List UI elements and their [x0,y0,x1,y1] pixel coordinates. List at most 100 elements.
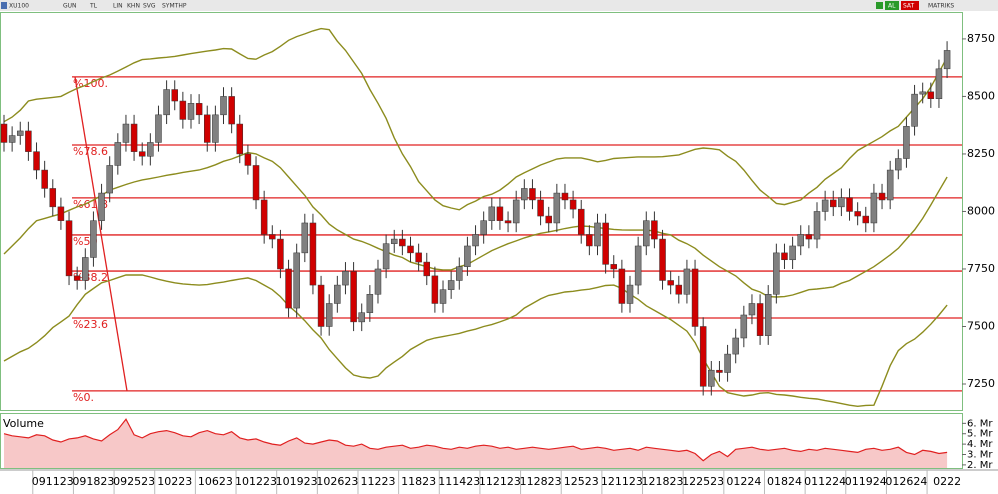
symbol[interactable]: XU100 [9,3,29,10]
x-tick-label: 011924 [845,475,887,488]
candle-body [919,91,926,95]
volume-label: Volume [3,417,44,430]
bollinger-upper [3,27,948,211]
candle-body [342,271,349,286]
y-tick-label: 8000 [967,204,995,217]
x-tick-label: 101223 [235,475,277,488]
candle-body [122,123,130,143]
toolbar-button[interactable]: LIN [113,3,123,10]
candle-body [277,238,284,270]
matriks-button[interactable]: MATRIKS [928,3,954,10]
candle-body [805,234,813,240]
candle-body [537,199,544,217]
fib-label: %78.6 [73,145,108,158]
candle-body [586,234,593,247]
candle-body [935,68,943,99]
candle-body [90,220,97,258]
candle-body [830,199,837,208]
candle-body [943,50,951,70]
candle-body [683,268,691,295]
candle-body [293,252,300,309]
x-tick-label: 12523 [564,475,599,488]
volume-tick-label: 6. Mr [967,418,993,429]
volume-tick-label: 3. Mr [967,450,993,461]
candle-body [33,151,40,171]
toolbar: XU100 GUN TL LIN KHN SVG SYMTHP AL SAT M… [0,0,998,11]
candle-body [472,234,479,247]
candle-body [561,192,569,201]
candle-body [643,220,650,247]
toolbar-button[interactable]: SYMTHP [162,3,187,10]
x-tick-label: 0222 [933,475,961,488]
y-tick-label: 7250 [967,377,995,390]
bollinger-middle [3,151,948,298]
volume-area [4,419,948,468]
x-tick-label: 111423 [438,475,480,488]
candle-body [927,91,935,99]
candle-body [399,238,406,247]
candle-body [553,192,561,224]
candle-body [106,165,113,194]
candle-body [73,275,81,281]
x-tick-label: 01824 [767,475,802,488]
candle-body [545,215,552,224]
candle-body [171,89,178,102]
candle-body [57,206,65,221]
candle-body [862,215,870,224]
toolbar-button[interactable]: GUN [63,3,77,10]
x-tick-label: 091823 [72,475,114,488]
candle-body [724,353,731,373]
candle-body [748,303,756,316]
candle-body [577,208,585,235]
y-tick-label: 7750 [967,262,995,275]
x-tick-label: 092523 [113,475,155,488]
candle-body [773,252,780,295]
candle-body [781,252,788,261]
fib-label: %0. [73,391,94,404]
candle-body [252,165,260,201]
candle-body [285,268,292,309]
candle-body [447,280,455,290]
volume-tick-label: 4. Mr [967,439,993,450]
candle-body [602,222,609,265]
candle-body [374,268,382,295]
candle-body [821,199,829,212]
candle-body [634,245,642,286]
y-tick-label: 8250 [967,147,995,160]
fib-label: %38.2 [73,271,108,284]
candle-body [98,192,105,221]
candle-body [504,220,512,224]
volume-line [3,418,948,462]
candle-body [431,275,439,304]
toolbar-bg [0,0,998,11]
symbol-icon [1,2,7,9]
toolbar-button[interactable]: SVG [143,3,156,10]
x-tick-label: 11223 [360,475,395,488]
candle-body [439,289,447,304]
volume-tick-label: 2. Mr [967,460,993,471]
candle-body [407,245,414,254]
buy-button[interactable]: AL [888,3,896,10]
candle-body [147,142,154,157]
candle-body [195,103,203,116]
candle-body [155,114,162,143]
candle-body [764,294,772,336]
candle-body [269,234,276,240]
candle-body [886,169,894,201]
candle-body [521,188,528,201]
candle-body [8,135,16,143]
x-tick-label: 121123 [601,475,643,488]
candle-body [911,93,918,127]
sell-button[interactable]: SAT [903,3,915,10]
candle-body [756,303,764,336]
sell-bg [901,1,919,10]
candle-body [569,199,577,210]
toolbar-button[interactable]: TL [89,3,98,10]
candle-body [41,169,48,189]
candle-body [187,103,195,120]
x-tick-label: 012624 [885,475,927,488]
candle-body [626,284,634,304]
candle-body [838,197,845,208]
volume-border [0,413,963,469]
toolbar-button[interactable]: KHN [127,3,140,10]
